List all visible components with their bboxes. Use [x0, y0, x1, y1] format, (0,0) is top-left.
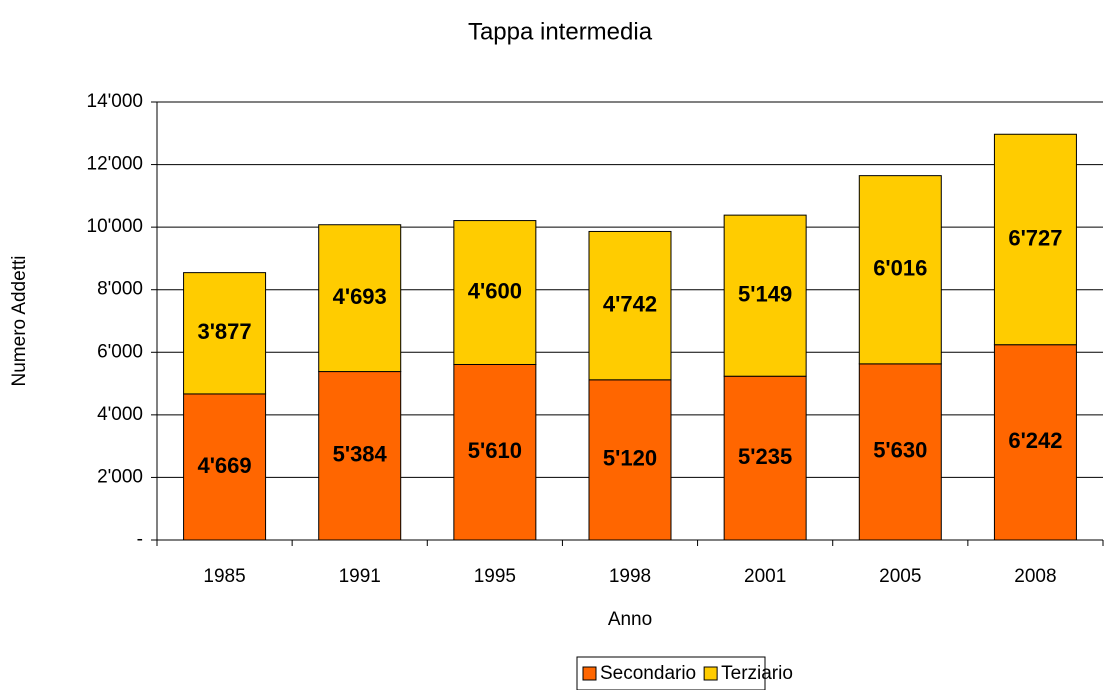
x-axis-label: Anno	[608, 609, 652, 630]
x-tick-label: 1985	[203, 566, 245, 587]
value-label: 5'120	[603, 446, 657, 471]
value-label: 4'742	[603, 291, 657, 316]
bar-segment	[183, 393, 267, 541]
x-tick-label: 1995	[474, 566, 516, 587]
y-tick-label: 2'000	[97, 466, 143, 487]
value-label: 5'630	[873, 438, 927, 463]
value-label: 6'242	[1008, 428, 1062, 453]
x-tick-label: 2001	[744, 566, 786, 587]
bar-segment	[723, 375, 807, 541]
bar-segment	[318, 224, 402, 373]
legend-label: Secondario	[600, 663, 696, 684]
value-label: 6'727	[1008, 225, 1062, 250]
legend-swatch	[582, 666, 597, 681]
bar-segment	[318, 371, 402, 541]
x-tick-label: 1998	[609, 566, 651, 587]
bar-segment	[183, 272, 267, 395]
bar-segment	[453, 363, 537, 541]
x-tick-label: 1991	[339, 566, 381, 587]
value-label: 5'235	[738, 444, 792, 469]
y-tick-label: -	[137, 529, 143, 550]
bar-segment	[858, 175, 942, 365]
legend-swatch	[703, 666, 718, 681]
legend-box	[576, 656, 766, 690]
value-label: 5'384	[333, 442, 388, 467]
chart-title: Tappa intermedia	[468, 18, 653, 45]
value-label: 4'693	[333, 284, 387, 309]
value-label: 6'016	[873, 256, 927, 281]
bar-segment	[453, 220, 537, 365]
y-tick-label: 14'000	[87, 91, 143, 112]
bar-segment	[993, 133, 1077, 346]
legend-label: Terziario	[721, 663, 793, 684]
bar-segment	[723, 214, 807, 377]
y-tick-label: 6'000	[97, 341, 143, 362]
y-axis-label: Numero Addetti	[9, 256, 30, 387]
value-label: 5'149	[738, 281, 792, 306]
x-tick-label: 2005	[879, 566, 921, 587]
value-label: 5'610	[468, 438, 522, 463]
y-tick-label: 10'000	[87, 216, 143, 237]
bar-segment	[588, 230, 672, 381]
value-label: 4'600	[468, 278, 522, 303]
y-tick-label: 12'000	[87, 154, 143, 175]
x-tick-label: 2008	[1014, 566, 1056, 587]
bar-segment	[993, 344, 1077, 541]
value-label: 3'877	[197, 319, 251, 344]
y-tick-label: 4'000	[97, 404, 143, 425]
bar-segment	[588, 379, 672, 541]
bar-segment	[858, 363, 942, 541]
y-tick-label: 8'000	[97, 279, 143, 300]
value-label: 4'669	[197, 453, 251, 478]
